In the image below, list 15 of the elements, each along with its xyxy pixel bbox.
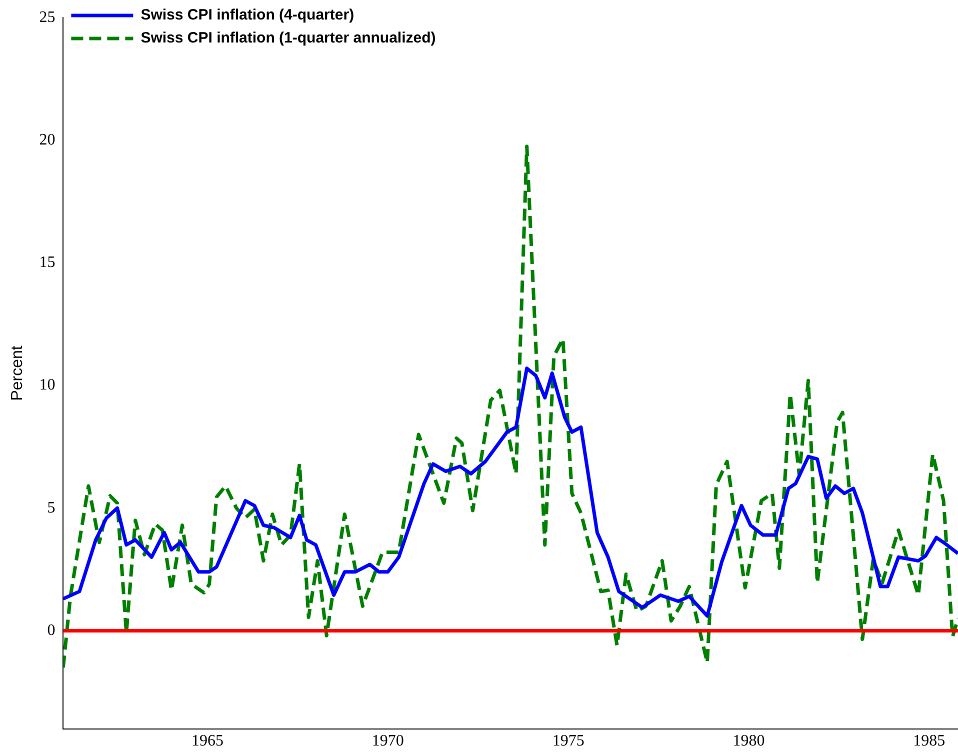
x-tick-label: 1985 bbox=[913, 732, 946, 750]
y-tick-label: 5 bbox=[47, 499, 56, 516]
line-series bbox=[63, 144, 958, 670]
y-tick-label: 20 bbox=[39, 131, 56, 148]
x-tick-label: 1965 bbox=[192, 732, 224, 750]
x-tick-label: 1975 bbox=[552, 732, 584, 750]
y-axis-title: Percent bbox=[9, 345, 26, 401]
legend-label: Swiss CPI inflation (4-quarter) bbox=[140, 6, 354, 24]
y-tick-label: 10 bbox=[39, 376, 56, 394]
y-tick-label: 0 bbox=[47, 622, 56, 639]
y-tick-label: 15 bbox=[39, 254, 56, 272]
x-tick-label: 1980 bbox=[732, 732, 765, 750]
x-tick-label: 1970 bbox=[372, 732, 404, 750]
legend-label: Swiss CPI inflation (1-quarter annualized) bbox=[140, 30, 436, 47]
y-tick-label: 25 bbox=[39, 8, 56, 26]
